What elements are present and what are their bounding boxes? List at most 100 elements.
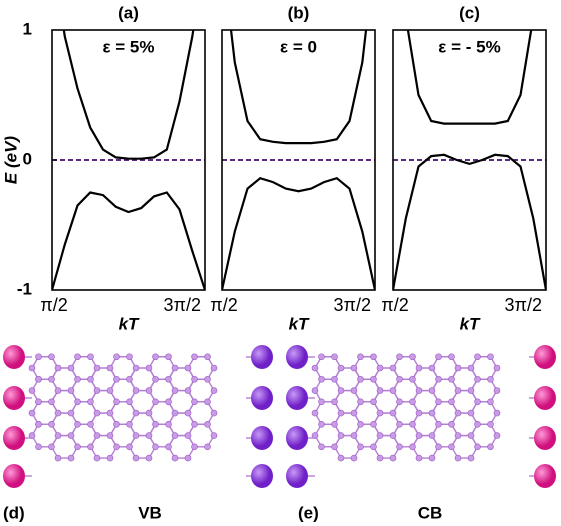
atom [152, 420, 159, 428]
atom [428, 364, 436, 372]
atom [113, 353, 120, 361]
atom [132, 364, 140, 372]
atom [487, 420, 494, 428]
x-tick-label: π/2 [40, 295, 67, 315]
panel-title: (b) [288, 3, 310, 22]
atom [467, 454, 475, 462]
atom [311, 364, 319, 372]
atom [210, 409, 218, 417]
atom [435, 375, 442, 383]
atom [67, 432, 75, 439]
atom [389, 387, 397, 394]
atom [409, 353, 416, 361]
annotation: ε = - 5% [438, 37, 500, 56]
atom [184, 454, 192, 462]
atom [204, 420, 211, 428]
atom [74, 353, 81, 361]
atom [191, 443, 198, 451]
atom [357, 353, 364, 361]
atom [48, 353, 55, 361]
atom [113, 375, 120, 383]
atom [126, 398, 133, 406]
orbital [286, 426, 308, 450]
lattice-diagrams [3, 345, 556, 488]
atom [54, 409, 62, 417]
atom [67, 364, 75, 372]
atom [428, 387, 436, 394]
orbital [534, 345, 556, 369]
atom [87, 375, 94, 383]
atom [389, 432, 397, 439]
atom [191, 375, 198, 383]
atom [145, 409, 153, 417]
atom [113, 443, 120, 451]
atom [74, 398, 81, 406]
band-line [229, 30, 368, 145]
atom [311, 387, 319, 394]
atom [350, 409, 358, 417]
atom [28, 387, 36, 394]
band-line [393, 153, 546, 290]
atom [191, 420, 198, 428]
x-axis-label: kT [119, 314, 140, 333]
orbital [286, 386, 308, 410]
atom [126, 375, 133, 383]
atom [331, 420, 338, 428]
orbital [286, 345, 308, 369]
panel-title: VB [138, 503, 162, 522]
atom [204, 375, 211, 383]
atom [428, 409, 436, 417]
atom [145, 432, 153, 439]
atom [370, 353, 377, 361]
atom [87, 443, 94, 451]
plot-frame [221, 29, 376, 291]
atom [415, 409, 423, 417]
atom [35, 443, 42, 451]
atom [318, 443, 325, 451]
atom [454, 432, 462, 439]
hexagon [470, 356, 498, 380]
band-line [52, 191, 205, 290]
band-line [62, 30, 195, 160]
atom [145, 364, 153, 372]
atom [357, 375, 364, 383]
y-tick-label: 0 [23, 149, 32, 168]
atom [204, 443, 211, 451]
atom [350, 387, 358, 394]
atom [74, 420, 81, 428]
orbital [534, 386, 556, 410]
atom [454, 409, 462, 417]
orbital [251, 345, 273, 369]
atom [487, 353, 494, 361]
atom [54, 387, 62, 394]
atom [28, 409, 36, 417]
orbital [3, 464, 25, 488]
annotation: ε = 0 [280, 37, 317, 56]
atom [337, 454, 345, 462]
atom [415, 432, 423, 439]
atom [171, 454, 179, 462]
atom [204, 398, 211, 406]
atom [48, 398, 55, 406]
atom [132, 432, 140, 439]
atom [318, 375, 325, 383]
atom [35, 398, 42, 406]
atom [171, 432, 179, 439]
atom [415, 364, 423, 372]
atom [415, 387, 423, 394]
atom [474, 375, 481, 383]
atom [67, 409, 75, 417]
atom [152, 398, 159, 406]
atom [184, 409, 192, 417]
atom [204, 353, 211, 361]
atom [210, 387, 218, 394]
atom [311, 409, 319, 417]
atom [93, 432, 101, 439]
atom [331, 398, 338, 406]
atom [357, 420, 364, 428]
atom [448, 398, 455, 406]
atom [454, 364, 462, 372]
atom [93, 454, 101, 462]
atom [454, 454, 462, 462]
atom [448, 420, 455, 428]
